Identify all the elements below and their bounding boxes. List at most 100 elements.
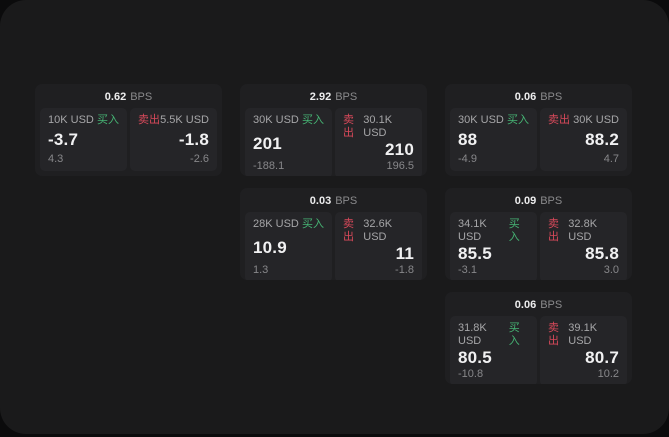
bps-header: 0.09 BPS	[445, 188, 632, 211]
sell-panel[interactable]: 卖出 32.6K USD 11 -1.8	[335, 212, 422, 280]
buy-change: -4.9	[458, 153, 477, 165]
sell-notional: 30.1K USD	[363, 114, 393, 139]
sell-change: 196.5	[386, 160, 414, 172]
bps-unit-label: BPS	[130, 90, 153, 103]
bps-value: 0.09	[514, 194, 537, 207]
buy-change: 1.3	[253, 264, 269, 276]
sell-notional: 32.6K USD	[363, 218, 393, 243]
sell-change: 3.0	[603, 264, 619, 276]
buy-panel[interactable]: 30K USD 买入 88 -4.9	[450, 108, 537, 171]
buy-price: 85.5	[458, 244, 492, 263]
quote-card: 0.03 BPS 28K USD 买入 10.9 1.3 卖出 32.6K US…	[240, 188, 427, 280]
sell-side-label: 卖出	[343, 114, 354, 139]
bps-value: 0.06	[514, 90, 537, 103]
sell-panel[interactable]: 卖出 5.5K USD -1.8 -2.6	[130, 108, 217, 171]
buy-notional: 30K USD	[253, 114, 299, 126]
buy-price: 201	[253, 133, 282, 153]
quote-card-body: 31.8K USD 买入 80.5 -10.8 卖出 39.1K USD 80.…	[445, 315, 632, 384]
sell-price: 11	[395, 244, 414, 263]
sell-price: 85.8	[585, 244, 619, 263]
buy-panel[interactable]: 10K USD 买入 -3.7 4.3	[40, 108, 127, 171]
buy-notional: 34.1K USD	[458, 218, 487, 243]
bps-unit-label: BPS	[540, 90, 563, 103]
bps-header: 2.92 BPS	[240, 84, 427, 107]
buy-side-label: 买入	[302, 114, 324, 126]
quote-card-body: 28K USD 买入 10.9 1.3 卖出 32.6K USD 11 -1.8	[240, 211, 427, 280]
sell-price: 210	[385, 140, 414, 159]
buy-price: 80.5	[458, 348, 492, 367]
quote-card-body: 30K USD 买入 88 -4.9 卖出 30K USD 88.2 4.7	[445, 107, 632, 176]
buy-price: 88	[458, 130, 478, 149]
buy-panel[interactable]: 30K USD 买入 201 -188.1	[245, 108, 332, 176]
quote-card: 2.92 BPS 30K USD 买入 201 -188.1 卖出 30.1K …	[240, 84, 427, 176]
buy-meta-row: 28K USD 买入	[253, 218, 324, 231]
sell-panel[interactable]: 卖出 30.1K USD 210 196.5	[335, 108, 422, 176]
quote-card-body: 34.1K USD 买入 85.5 -3.1 卖出 32.8K USD 85.8…	[445, 211, 632, 280]
sell-side-label: 卖出	[548, 322, 559, 347]
sell-side-label: 卖出	[548, 114, 570, 126]
quote-card: 0.09 BPS 34.1K USD 买入 85.5 -3.1 卖出 32.8K…	[445, 188, 632, 280]
bps-header: 0.06 BPS	[445, 292, 632, 315]
quote-card-body: 30K USD 买入 201 -188.1 卖出 30.1K USD 210 1…	[240, 107, 427, 176]
bps-unit-label: BPS	[335, 90, 358, 103]
sell-notional: 39.1K USD	[568, 322, 598, 347]
bps-value: 2.92	[309, 90, 332, 103]
sell-notional: 32.8K USD	[568, 218, 598, 243]
sell-price: -1.8	[178, 130, 209, 149]
bps-value: 0.06	[514, 298, 537, 311]
buy-notional: 31.8K USD	[458, 322, 487, 347]
sell-change: -1.8	[395, 264, 414, 276]
sell-notional: 30K USD	[573, 114, 619, 126]
buy-change: -3.1	[458, 264, 477, 276]
buy-notional: 28K USD	[253, 218, 299, 230]
buy-meta-row: 10K USD 买入	[48, 114, 119, 127]
buy-side-label: 买入	[302, 218, 324, 230]
buy-meta-row: 34.1K USD 买入	[458, 218, 529, 244]
bps-header: 0.62 BPS	[35, 84, 222, 107]
sell-change: 4.7	[603, 153, 619, 165]
sell-meta-row: 卖出 32.6K USD	[343, 218, 414, 244]
sell-panel[interactable]: 卖出 39.1K USD 80.7 10.2	[540, 316, 627, 384]
sell-side-label: 卖出	[343, 218, 354, 243]
buy-meta-row: 30K USD 买入	[253, 114, 324, 127]
bps-header: 0.06 BPS	[445, 84, 632, 107]
buy-notional: 10K USD	[48, 114, 94, 126]
buy-side-label: 买入	[97, 114, 119, 126]
sell-meta-row: 卖出 39.1K USD	[548, 322, 619, 348]
buy-change: 4.3	[48, 153, 64, 165]
sell-panel[interactable]: 卖出 30K USD 88.2 4.7	[540, 108, 627, 171]
buy-panel[interactable]: 28K USD 买入 10.9 1.3	[245, 212, 332, 280]
bps-header: 0.03 BPS	[240, 188, 427, 211]
quote-card-body: 10K USD 买入 -3.7 4.3 卖出 5.5K USD -1.8 -2.…	[35, 107, 222, 176]
sell-notional: 5.5K USD	[160, 114, 209, 126]
buy-panel[interactable]: 31.8K USD 买入 80.5 -10.8	[450, 316, 537, 384]
bps-value: 0.62	[104, 90, 127, 103]
quote-card: 0.06 BPS 31.8K USD 买入 80.5 -10.8 卖出 39.1…	[445, 292, 632, 384]
buy-panel[interactable]: 34.1K USD 买入 85.5 -3.1	[450, 212, 537, 280]
buy-side-label: 买入	[507, 114, 529, 126]
sell-meta-row: 卖出 30K USD	[548, 114, 619, 127]
sell-side-label: 卖出	[548, 218, 559, 243]
bps-unit-label: BPS	[540, 194, 563, 207]
sell-panel[interactable]: 卖出 32.8K USD 85.8 3.0	[540, 212, 627, 280]
bps-unit-label: BPS	[540, 298, 563, 311]
bps-unit-label: BPS	[335, 194, 358, 207]
buy-price: 10.9	[253, 237, 287, 257]
buy-notional: 30K USD	[458, 114, 504, 126]
sell-price: 80.7	[585, 348, 619, 367]
sell-meta-row: 卖出 32.8K USD	[548, 218, 619, 244]
sell-price: 88.2	[585, 130, 619, 149]
bps-value: 0.03	[309, 194, 332, 207]
buy-change: -10.8	[458, 368, 484, 380]
buy-meta-row: 31.8K USD 买入	[458, 322, 529, 348]
sell-change: 10.2	[597, 368, 619, 380]
buy-price: -3.7	[48, 130, 79, 149]
buy-meta-row: 30K USD 买入	[458, 114, 529, 127]
quote-card: 0.62 BPS 10K USD 买入 -3.7 4.3 卖出 5.5K USD	[35, 84, 222, 176]
quote-card: 0.06 BPS 30K USD 买入 88 -4.9 卖出 30K USD	[445, 84, 632, 176]
buy-side-label: 买入	[508, 218, 520, 243]
buy-side-label: 买入	[508, 322, 520, 347]
sell-meta-row: 卖出 5.5K USD	[138, 114, 209, 127]
buy-change: -188.1	[253, 160, 285, 172]
